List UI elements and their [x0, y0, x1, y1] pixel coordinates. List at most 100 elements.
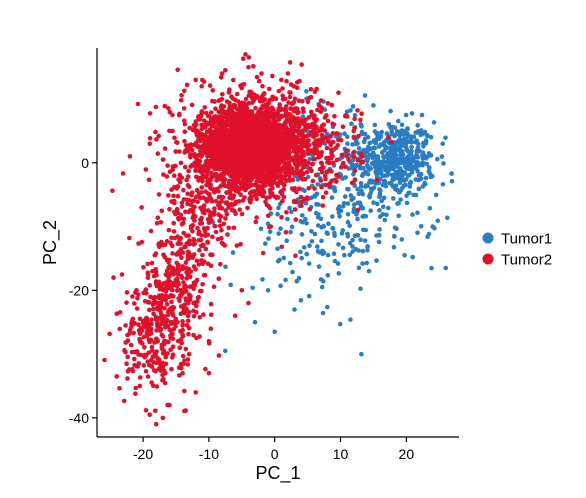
- point: [309, 168, 314, 173]
- point: [178, 97, 184, 103]
- point: [344, 109, 350, 115]
- point: [234, 126, 239, 131]
- point: [343, 164, 348, 169]
- point: [133, 391, 138, 397]
- point: [318, 160, 324, 166]
- point: [247, 166, 253, 171]
- point: [297, 162, 303, 167]
- point: [277, 178, 283, 184]
- point: [329, 152, 335, 157]
- point: [358, 121, 364, 127]
- point: [325, 252, 331, 258]
- point: [132, 362, 137, 368]
- point: [259, 191, 265, 197]
- point: [269, 178, 274, 183]
- point: [217, 223, 223, 229]
- point: [153, 369, 158, 374]
- point: [292, 207, 298, 212]
- point: [144, 331, 150, 337]
- x-tick-label: 20: [399, 446, 415, 462]
- point: [186, 168, 191, 174]
- point: [263, 159, 269, 165]
- point: [364, 163, 370, 168]
- point: [309, 195, 314, 201]
- point: [170, 352, 176, 358]
- point: [390, 159, 395, 164]
- point: [315, 249, 321, 254]
- point: [262, 148, 267, 153]
- point: [310, 178, 316, 184]
- point: [235, 122, 240, 127]
- point: [399, 122, 405, 128]
- point: [247, 89, 252, 95]
- point: [218, 214, 224, 219]
- point: [264, 195, 269, 201]
- y-tick-label: -20: [69, 282, 89, 298]
- point: [175, 140, 180, 146]
- point: [219, 183, 225, 188]
- point: [309, 229, 314, 234]
- point: [212, 206, 217, 211]
- point: [276, 141, 282, 146]
- point: [187, 241, 192, 247]
- point: [418, 224, 424, 229]
- point: [213, 124, 218, 130]
- point: [329, 102, 335, 108]
- point: [253, 219, 259, 225]
- point: [363, 213, 369, 219]
- point: [168, 347, 173, 353]
- point: [197, 315, 203, 320]
- point: [269, 183, 274, 188]
- point: [182, 358, 187, 364]
- point: [187, 146, 193, 151]
- point: [171, 271, 176, 277]
- point: [185, 201, 190, 207]
- point: [296, 186, 302, 191]
- point: [170, 344, 176, 350]
- point: [224, 153, 230, 158]
- point: [371, 103, 376, 108]
- point: [249, 109, 255, 115]
- point: [277, 122, 282, 127]
- point: [233, 164, 239, 170]
- point: [176, 296, 181, 301]
- point: [326, 221, 331, 226]
- point: [194, 258, 200, 264]
- point: [180, 353, 186, 359]
- point: [228, 282, 233, 288]
- point: [309, 109, 314, 115]
- point: [319, 238, 324, 244]
- point: [408, 136, 414, 142]
- point: [359, 351, 364, 357]
- point: [398, 197, 403, 202]
- point: [332, 114, 337, 119]
- point: [289, 157, 294, 163]
- point: [181, 230, 186, 236]
- point: [276, 156, 281, 162]
- point: [359, 111, 364, 116]
- point: [349, 162, 355, 167]
- point: [226, 225, 232, 231]
- point: [217, 126, 222, 132]
- point: [314, 117, 319, 122]
- point: [206, 370, 212, 376]
- point: [180, 266, 185, 272]
- point: [239, 104, 245, 109]
- point: [426, 169, 432, 174]
- point: [336, 90, 341, 96]
- point: [313, 172, 319, 178]
- point: [185, 191, 190, 197]
- point: [355, 216, 360, 222]
- point: [210, 147, 216, 152]
- point: [164, 238, 170, 244]
- point: [233, 211, 238, 216]
- point: [254, 215, 259, 220]
- point: [289, 209, 294, 215]
- point: [191, 313, 197, 319]
- x-tick-label: -20: [133, 446, 153, 462]
- point: [247, 139, 253, 145]
- point: [323, 182, 329, 188]
- point: [194, 122, 199, 127]
- point: [352, 177, 358, 182]
